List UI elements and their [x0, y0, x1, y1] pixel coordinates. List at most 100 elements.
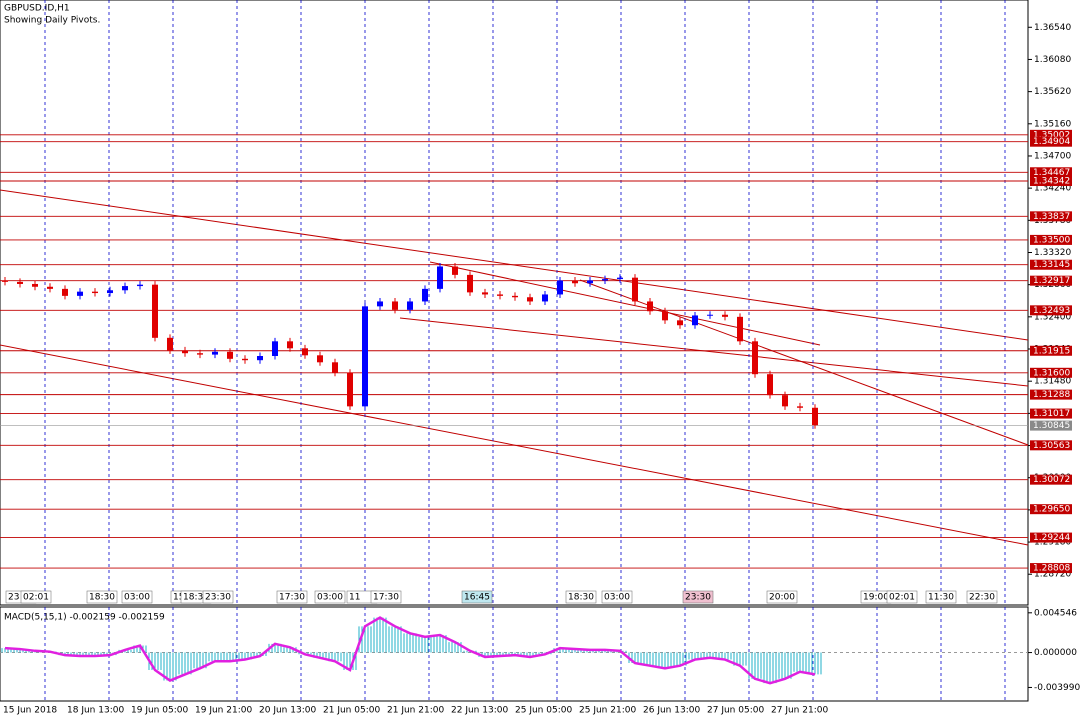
time-marker: 17:30 [279, 593, 305, 603]
candle-body [197, 353, 203, 355]
pivot-label: 1.32917 [1033, 276, 1070, 286]
candle-body [137, 284, 143, 287]
pivot-label: 1.32493 [1033, 306, 1070, 316]
candle-body [107, 290, 113, 294]
candle-body [332, 362, 338, 373]
x-tick-label: 18 Jun 13:00 [67, 706, 124, 716]
candle-body [722, 314, 728, 317]
time-marker: 23:30 [205, 593, 231, 603]
pivot-box [1030, 259, 1072, 270]
candle-body [227, 351, 233, 359]
pivot-box [1030, 474, 1072, 485]
candle-body [437, 266, 443, 289]
candle-body [797, 406, 803, 408]
candle-body [647, 301, 653, 312]
candle-body [692, 315, 698, 326]
candle-body [587, 280, 593, 284]
candle-body [407, 301, 413, 310]
pivot-box [1030, 176, 1072, 187]
candle-body [92, 291, 98, 294]
candle-body [752, 341, 758, 375]
macd-signal-line [4, 616, 816, 685]
y-tick-label: 1.34700 [1034, 151, 1071, 161]
pivot-box [1030, 305, 1072, 316]
time-marker-box [682, 590, 714, 604]
y-tick-label: 1.28720 [1034, 570, 1071, 580]
candle-body [2, 280, 8, 282]
candle-body [617, 277, 623, 280]
candle-body [527, 297, 533, 302]
pivot-label: 1.31600 [1033, 368, 1070, 378]
pivot-label: 1.28808 [1033, 564, 1070, 574]
x-tick-label: 19 Jun 21:00 [195, 706, 252, 716]
candle-body [512, 295, 518, 298]
x-tick-label: 25 Jun 21:00 [579, 706, 636, 716]
macd-y-tick-label: -0.003990 [1034, 683, 1080, 693]
candle-body [347, 372, 353, 407]
x-tick-label: 25 Jun 05:00 [515, 706, 572, 716]
pivot-box [1030, 440, 1072, 451]
time-marker: 23:30 [685, 593, 711, 603]
time-marker: 16:45 [464, 593, 490, 603]
main-pane [0, 0, 1029, 606]
candle-body [32, 283, 38, 287]
pivot-label: 1.33837 [1033, 212, 1070, 222]
trend-line [429, 261, 821, 346]
candle-body [242, 358, 248, 361]
candle-body [317, 355, 323, 363]
time-marker: 18:30 [89, 593, 115, 603]
pivot-box [1030, 275, 1072, 286]
pivot-label: 1.29244 [1033, 533, 1070, 543]
time-marker-box [461, 590, 493, 604]
macd-y-tick-label: 0.000000 [1034, 648, 1077, 658]
time-marker: 22:30 [969, 593, 995, 603]
candle-body [122, 286, 128, 291]
time-marker-box [925, 590, 957, 604]
x-tick-label: 22 Jun 13:00 [451, 706, 508, 716]
time-marker-box [565, 590, 597, 604]
candle-body [497, 294, 503, 296]
candle-body [677, 320, 683, 326]
candle-body [782, 395, 788, 407]
candle-body [767, 374, 773, 396]
time-marker: 19:00 [863, 593, 889, 603]
x-tick-label: 26 Jun 13:00 [643, 706, 700, 716]
current-price-box [1030, 420, 1072, 431]
candle-body [47, 286, 53, 289]
x-tick-label: 21 Jun 21:00 [387, 706, 444, 716]
time-marker: 11 [349, 593, 360, 603]
y-tick-label: 1.32400 [1034, 312, 1071, 322]
pivot-label: 1.30072 [1033, 475, 1070, 485]
time-marker-box [20, 590, 52, 604]
pivot-box [1030, 129, 1072, 140]
macd-pane [0, 606, 1029, 702]
candle-body [422, 288, 428, 302]
candle-body [602, 279, 608, 281]
candle-body [17, 281, 23, 284]
macd-title: MACD(5,15,1) -0.002159 -0.002159 [4, 613, 165, 623]
macd-y-tick-label: 0.004546 [1034, 608, 1077, 618]
time-marker: 11:30 [928, 593, 954, 603]
candle-body [737, 316, 743, 342]
pivot-label: 1.30563 [1033, 441, 1070, 451]
time-marker-box [121, 590, 153, 604]
x-tick-label: 20 Jun 13:00 [259, 706, 316, 716]
chart-title: GBPUSD.ID,H1 [4, 4, 70, 14]
time-marker: 17:30 [373, 593, 399, 603]
x-tick-label: 27 Jun 05:00 [707, 706, 764, 716]
time-marker-box [886, 590, 918, 604]
candle-body [572, 280, 578, 284]
y-tick-label: 1.33320 [1034, 248, 1071, 258]
pivot-label: 1.34467 [1033, 168, 1070, 178]
time-marker: 03:00 [604, 593, 630, 603]
pivot-label: 1.33145 [1033, 260, 1070, 270]
pivot-label: 1.35002 [1033, 130, 1070, 140]
candle-body [77, 291, 83, 296]
candle-body [167, 337, 173, 351]
pivot-label: 1.34342 [1033, 177, 1070, 187]
pivot-box [1030, 211, 1072, 222]
pivot-box [1030, 504, 1072, 515]
pivot-box [1030, 234, 1072, 245]
y-tick-label: 1.35160 [1034, 119, 1071, 129]
pivot-label: 1.34904 [1033, 137, 1070, 147]
